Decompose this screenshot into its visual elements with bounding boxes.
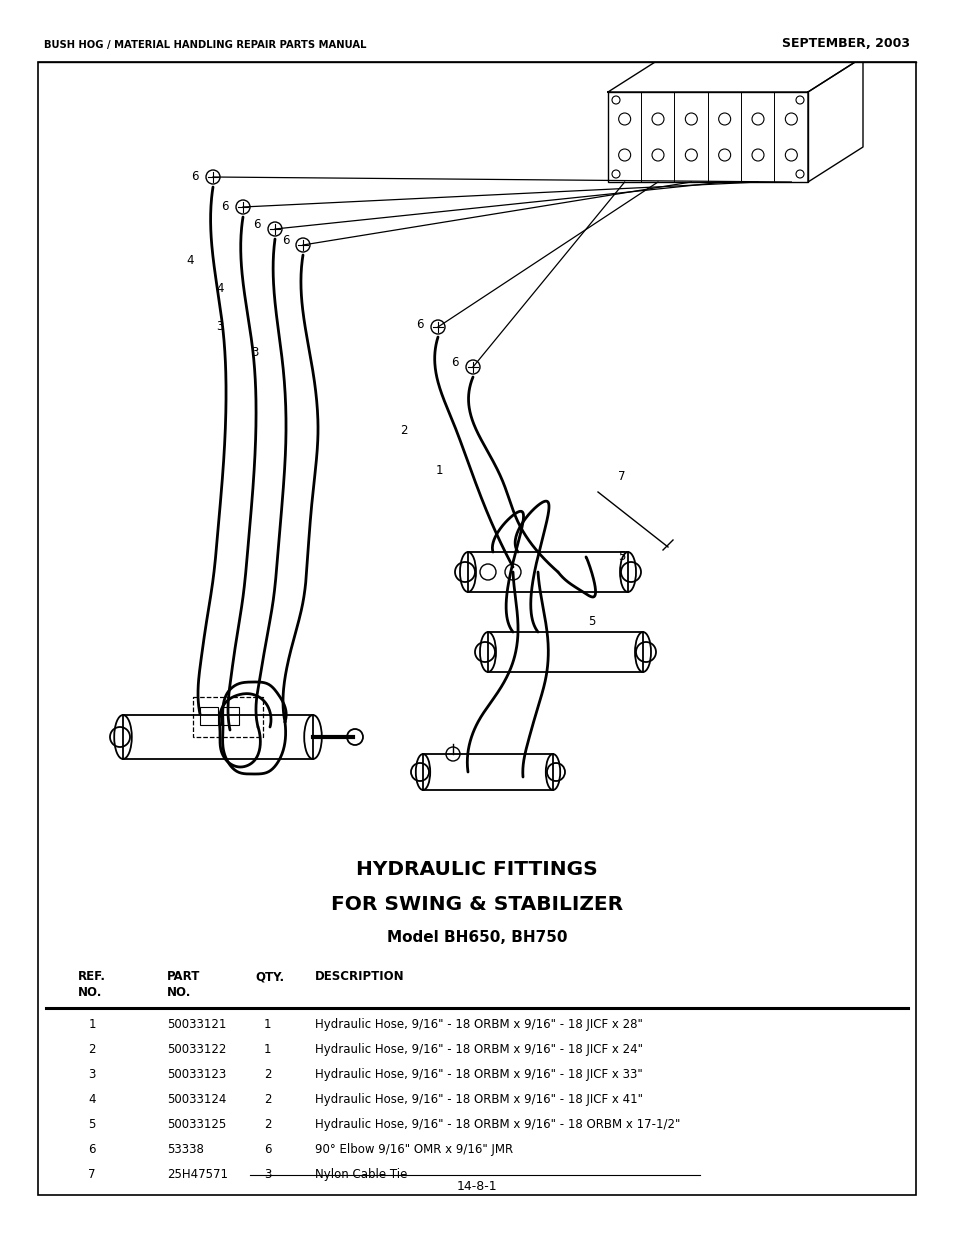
Text: 5: 5 [618,551,625,563]
Text: 7: 7 [89,1168,96,1181]
Text: DESCRIPTION: DESCRIPTION [314,969,404,983]
Text: Model BH650, BH750: Model BH650, BH750 [386,930,567,945]
Bar [422,755,553,790]
Text: 4: 4 [186,253,193,267]
Text: 3: 3 [89,1068,96,1081]
Text: 14-8-1: 14-8-1 [456,1179,497,1193]
Text: 1: 1 [264,1044,272,1056]
Text: PART
NO.: PART NO. [167,969,200,999]
Text: 53338: 53338 [167,1144,204,1156]
Text: 50033121: 50033121 [167,1018,226,1031]
Text: 50033123: 50033123 [167,1068,226,1081]
Bar [488,632,642,672]
Text: 25H47571: 25H47571 [167,1168,228,1181]
Text: 2: 2 [399,424,407,436]
Text: 50033122: 50033122 [167,1044,226,1056]
Text: 6: 6 [264,1144,272,1156]
Text: 7: 7 [618,471,625,483]
Bar [193,697,263,737]
Text: 6: 6 [282,233,289,247]
Bar [123,715,313,760]
Text: 90° Elbow 9/16" OMR x 9/16" JMR: 90° Elbow 9/16" OMR x 9/16" JMR [314,1144,513,1156]
Text: 6: 6 [451,356,458,368]
Text: 1: 1 [436,463,443,477]
Text: 5: 5 [89,1118,96,1131]
Text: 6: 6 [221,200,229,214]
Text: 6: 6 [253,217,260,231]
Text: 50033125: 50033125 [167,1118,226,1131]
Text: Hydraulic Hose, 9/16" - 18 ORBM x 9/16" - 18 JICF x 28": Hydraulic Hose, 9/16" - 18 ORBM x 9/16" … [314,1018,642,1031]
Text: 3: 3 [215,321,223,333]
Text: 6: 6 [191,170,198,184]
Text: Hydraulic Hose, 9/16" - 18 ORBM x 9/16" - 18 JICF x 24": Hydraulic Hose, 9/16" - 18 ORBM x 9/16" … [314,1044,642,1056]
Text: 6: 6 [416,317,423,331]
Text: 2: 2 [264,1093,272,1107]
Text: HYDRAULIC FITTINGS: HYDRAULIC FITTINGS [355,860,598,879]
Bar [200,706,218,725]
Text: Hydraulic Hose, 9/16" - 18 ORBM x 9/16" - 18 JICF x 41": Hydraulic Hose, 9/16" - 18 ORBM x 9/16" … [314,1093,642,1107]
Text: SEPTEMBER, 2003: SEPTEMBER, 2003 [781,37,909,49]
Text: 2: 2 [89,1044,96,1056]
Text: 1: 1 [89,1018,96,1031]
Bar [221,706,239,725]
Text: 2: 2 [264,1068,272,1081]
Text: 4: 4 [215,282,223,294]
Text: BUSH HOG / MATERIAL HANDLING REPAIR PARTS MANUAL: BUSH HOG / MATERIAL HANDLING REPAIR PART… [44,40,366,49]
Text: 3: 3 [264,1168,271,1181]
Text: FOR SWING & STABILIZER: FOR SWING & STABILIZER [331,895,622,914]
Text: 4: 4 [89,1093,96,1107]
Text: 2: 2 [264,1118,272,1131]
Text: 5: 5 [587,615,595,629]
Text: Hydraulic Hose, 9/16" - 18 ORBM x 9/16" - 18 ORBM x 17-1/2": Hydraulic Hose, 9/16" - 18 ORBM x 9/16" … [314,1118,679,1131]
Bar [468,552,627,592]
Text: 50033124: 50033124 [167,1093,226,1107]
Text: Nylon Cable Tie: Nylon Cable Tie [314,1168,407,1181]
Text: 1: 1 [264,1018,272,1031]
Text: Hydraulic Hose, 9/16" - 18 ORBM x 9/16" - 18 JICF x 33": Hydraulic Hose, 9/16" - 18 ORBM x 9/16" … [314,1068,642,1081]
Text: 6: 6 [89,1144,96,1156]
Bar [607,91,807,182]
Text: REF.
NO.: REF. NO. [78,969,106,999]
Text: QTY.: QTY. [255,969,285,983]
Text: 3: 3 [251,346,258,358]
